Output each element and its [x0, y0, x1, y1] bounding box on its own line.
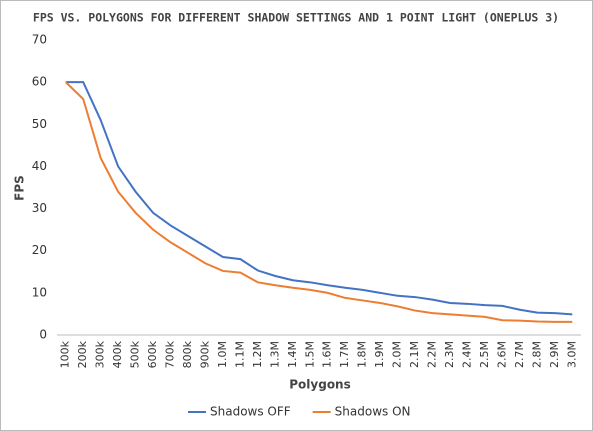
x-tick-label: 2.9M: [548, 341, 561, 368]
x-tick-label: 300k: [94, 340, 107, 368]
x-tick-label: 500k: [129, 340, 142, 368]
x-tick-label: 700k: [164, 340, 177, 368]
x-tick-label: 1.2M: [251, 341, 264, 368]
x-tick-label: 600k: [146, 340, 159, 368]
x-tick-label: 800k: [181, 340, 194, 368]
x-tick-label: 1.6M: [321, 341, 334, 368]
x-tick-label: 2.6M: [495, 341, 508, 368]
x-tick-label: 3.0M: [565, 341, 578, 368]
x-tick-label: 2.3M: [443, 341, 456, 368]
x-tick-label: 1.7M: [338, 341, 351, 368]
y-tick-label: 40: [32, 159, 47, 173]
x-tick-label: 2.2M: [426, 341, 439, 368]
x-axis-label: Polygons: [289, 378, 351, 392]
x-tick-label: 1.3M: [268, 341, 281, 368]
y-axis-label: FPS: [13, 175, 27, 201]
x-tick-label: 1.1M: [233, 341, 246, 368]
x-tick-label: 2.7M: [513, 341, 526, 368]
x-tick-label: 2.5M: [478, 341, 491, 368]
x-tick-label: 1.0M: [216, 341, 229, 368]
x-tick-label: 1.8M: [356, 341, 369, 368]
y-tick-label: 10: [32, 285, 47, 299]
x-tick-label: 1.5M: [303, 341, 316, 368]
x-tick-label: 2.0M: [391, 341, 404, 368]
x-tick-label: 200k: [76, 340, 89, 368]
series-line: [65, 81, 573, 316]
legend-label: Shadows ON: [335, 405, 411, 419]
x-tick-label: 400k: [111, 340, 124, 368]
y-tick-label: 50: [32, 117, 47, 131]
y-tick-label: 70: [32, 33, 47, 47]
x-tick-label: 2.1M: [408, 341, 421, 368]
x-tick-label: 2.4M: [460, 341, 473, 368]
x-tick-label: 900k: [198, 340, 211, 368]
x-tick-label: 1.9M: [373, 341, 386, 368]
y-tick-label: 30: [32, 201, 47, 215]
legend-label: Shadows OFF: [210, 405, 291, 419]
y-tick-label: 60: [32, 75, 47, 89]
chart-title: FPS VS. POLYGONS FOR DIFFERENT SHADOW SE…: [33, 11, 559, 25]
x-tick-label: 2.8M: [530, 341, 543, 368]
x-tick-label: 1.4M: [286, 341, 299, 368]
x-tick-label: 100k: [59, 340, 72, 368]
y-tick-label: 20: [32, 243, 47, 257]
y-tick-label: 0: [39, 328, 47, 342]
series-line: [65, 81, 573, 323]
